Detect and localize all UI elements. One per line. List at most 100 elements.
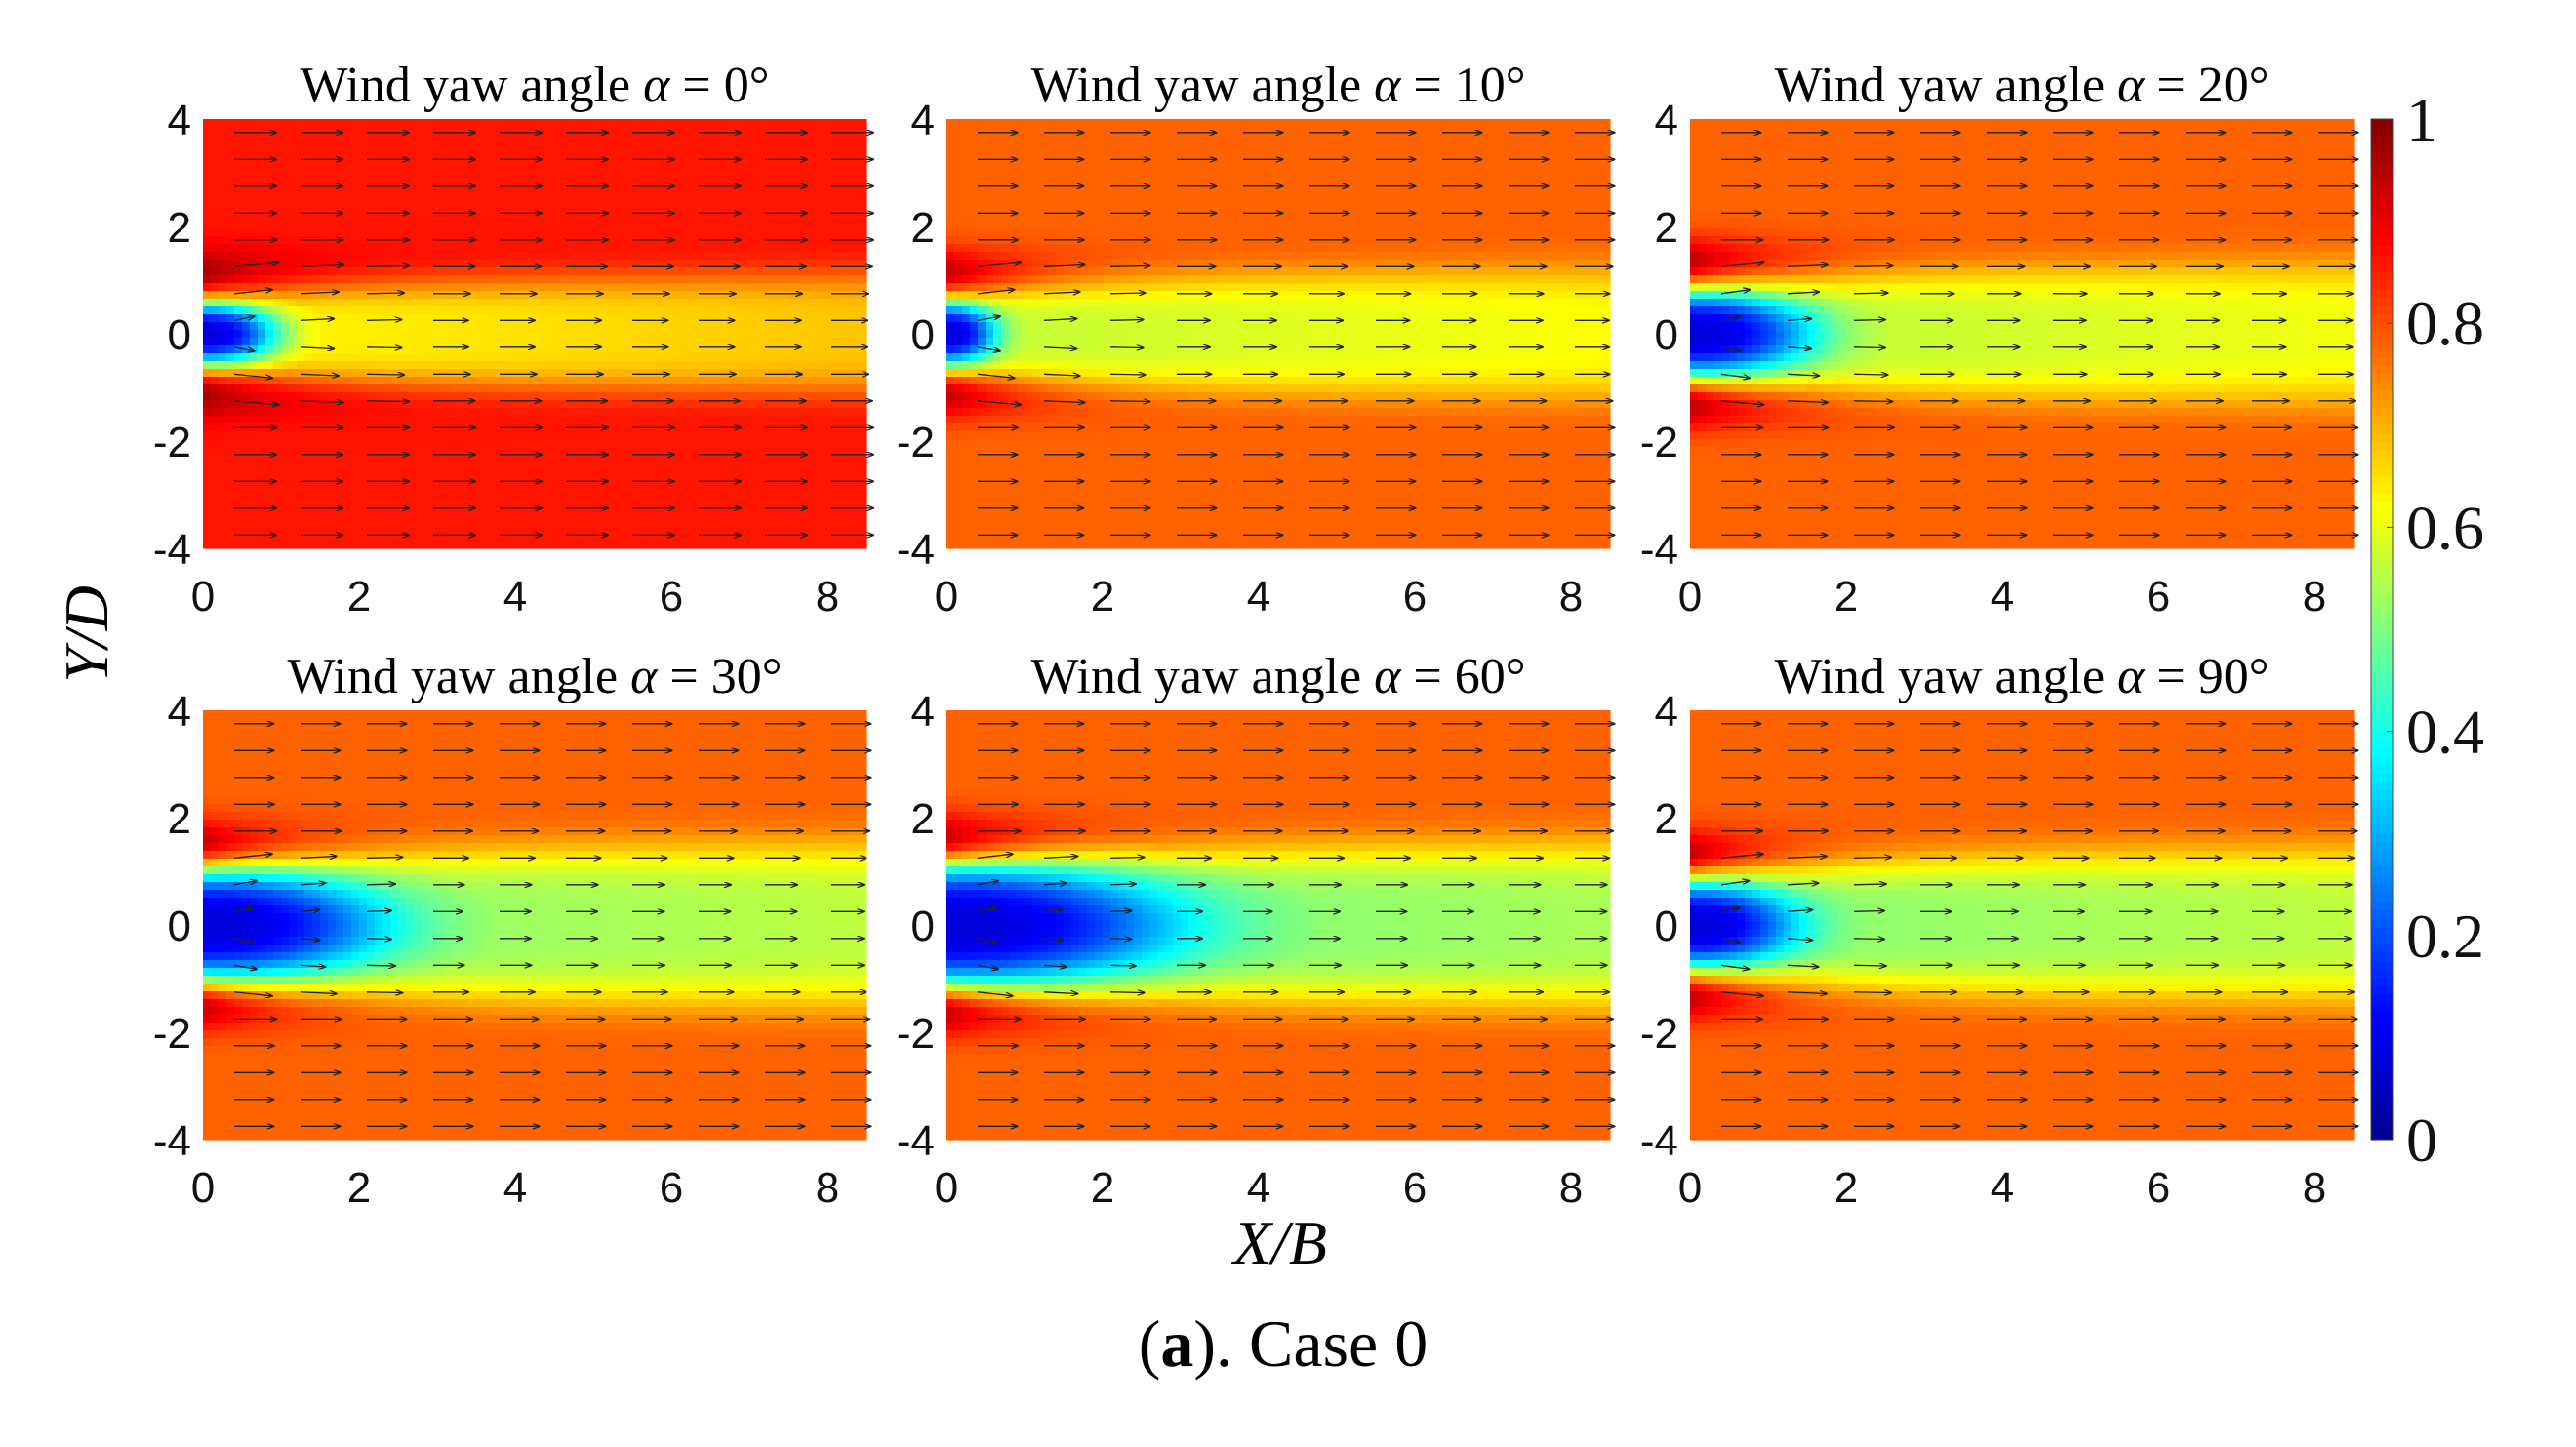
heat-cell (461, 221, 469, 229)
heat-cell (429, 455, 438, 463)
heat-cell (453, 447, 462, 456)
heat-cell (570, 392, 579, 401)
heat-cell (297, 158, 305, 167)
heat-cell (710, 517, 719, 526)
heat-cell (351, 478, 360, 487)
heat-cell (578, 127, 586, 136)
heat-cell (453, 486, 462, 495)
heat-cell (414, 205, 423, 214)
heat-cell (515, 244, 524, 253)
vector-field (233, 133, 873, 536)
heat-cell (445, 174, 454, 182)
heat-cell (827, 330, 836, 339)
heat-cell (273, 494, 282, 502)
heat-cell (632, 494, 641, 502)
heat-cell (390, 197, 399, 206)
heat-cell (258, 478, 266, 487)
heat-cell (820, 361, 828, 370)
heat-cell (398, 408, 407, 417)
heat-cell (531, 384, 540, 393)
heat-cell (375, 447, 383, 456)
heat-cell (570, 525, 579, 534)
heat-cell (445, 283, 454, 292)
heat-cell (484, 221, 493, 229)
heat-cell (359, 384, 368, 393)
heat-cell (593, 478, 602, 487)
heat-cell (765, 205, 774, 214)
heat-cell (773, 260, 782, 268)
heat-cell (390, 462, 399, 471)
heat-cell (851, 260, 860, 268)
heat-cell (765, 252, 774, 261)
heat-cell (781, 127, 789, 136)
heat-cell (671, 189, 680, 198)
heat-cell (773, 244, 782, 253)
heat-cell (367, 267, 376, 276)
heat-cell (343, 361, 352, 370)
heat-cell (203, 439, 212, 448)
heat-cell (624, 384, 633, 393)
heat-cell (312, 541, 321, 549)
heat-cell (601, 470, 610, 479)
heat-cell (484, 517, 493, 526)
heat-cell (679, 166, 688, 175)
heat-cell (601, 447, 610, 456)
heat-cell (265, 384, 274, 393)
heat-cell (765, 494, 774, 502)
heat-cell (429, 174, 438, 182)
heat-cell (273, 439, 282, 448)
heat-cell (664, 462, 672, 471)
heat-cell (954, 345, 963, 354)
heat-cell (695, 416, 704, 424)
heat-cell (835, 517, 844, 526)
heat-cell (406, 392, 415, 401)
heat-cell (359, 400, 368, 409)
heat-cell (422, 236, 430, 245)
heat-cell (804, 400, 813, 409)
heat-cell (671, 392, 680, 401)
heat-cell (726, 291, 735, 300)
heat-cell (703, 150, 711, 159)
heat-cell (297, 275, 305, 284)
heat-cell (367, 377, 376, 385)
heat-cell (859, 494, 867, 502)
heat-cell (414, 322, 423, 331)
heat-cell (609, 189, 618, 198)
heat-cell (570, 455, 579, 463)
heat-cell (562, 291, 571, 300)
heat-cell (203, 384, 212, 393)
heat-cell (289, 197, 298, 206)
heat-cell (398, 439, 407, 448)
heat-cell (289, 447, 298, 456)
heat-cell (554, 142, 563, 151)
heat-cell (718, 478, 727, 487)
heat-cell (453, 369, 462, 378)
heat-cell (375, 533, 383, 542)
heat-cell (414, 509, 423, 518)
heat-cell (398, 525, 407, 534)
heat-cell (671, 338, 680, 346)
heat-cell (781, 392, 789, 401)
heat-cell (234, 502, 243, 510)
heat-cell (726, 517, 735, 526)
heat-cell (664, 517, 672, 526)
heat-cell (718, 462, 727, 471)
heat-cell (601, 431, 610, 440)
heat-cell (757, 221, 766, 229)
heat-cell (570, 353, 579, 362)
heat-cell (656, 213, 664, 221)
heat-cell (492, 322, 501, 331)
heat-cell (226, 174, 235, 182)
heat-cell (718, 322, 727, 331)
heat-cell (648, 267, 657, 276)
heat-cell (523, 392, 532, 401)
heat-cell (827, 509, 836, 518)
heat-cell (234, 174, 243, 182)
heat-cell (679, 384, 688, 393)
heat-cell (827, 392, 836, 401)
heat-cell (617, 400, 625, 409)
heat-cell (390, 353, 399, 362)
heat-cell (476, 392, 485, 401)
heat-cell (578, 369, 586, 378)
heat-cell (265, 119, 274, 128)
